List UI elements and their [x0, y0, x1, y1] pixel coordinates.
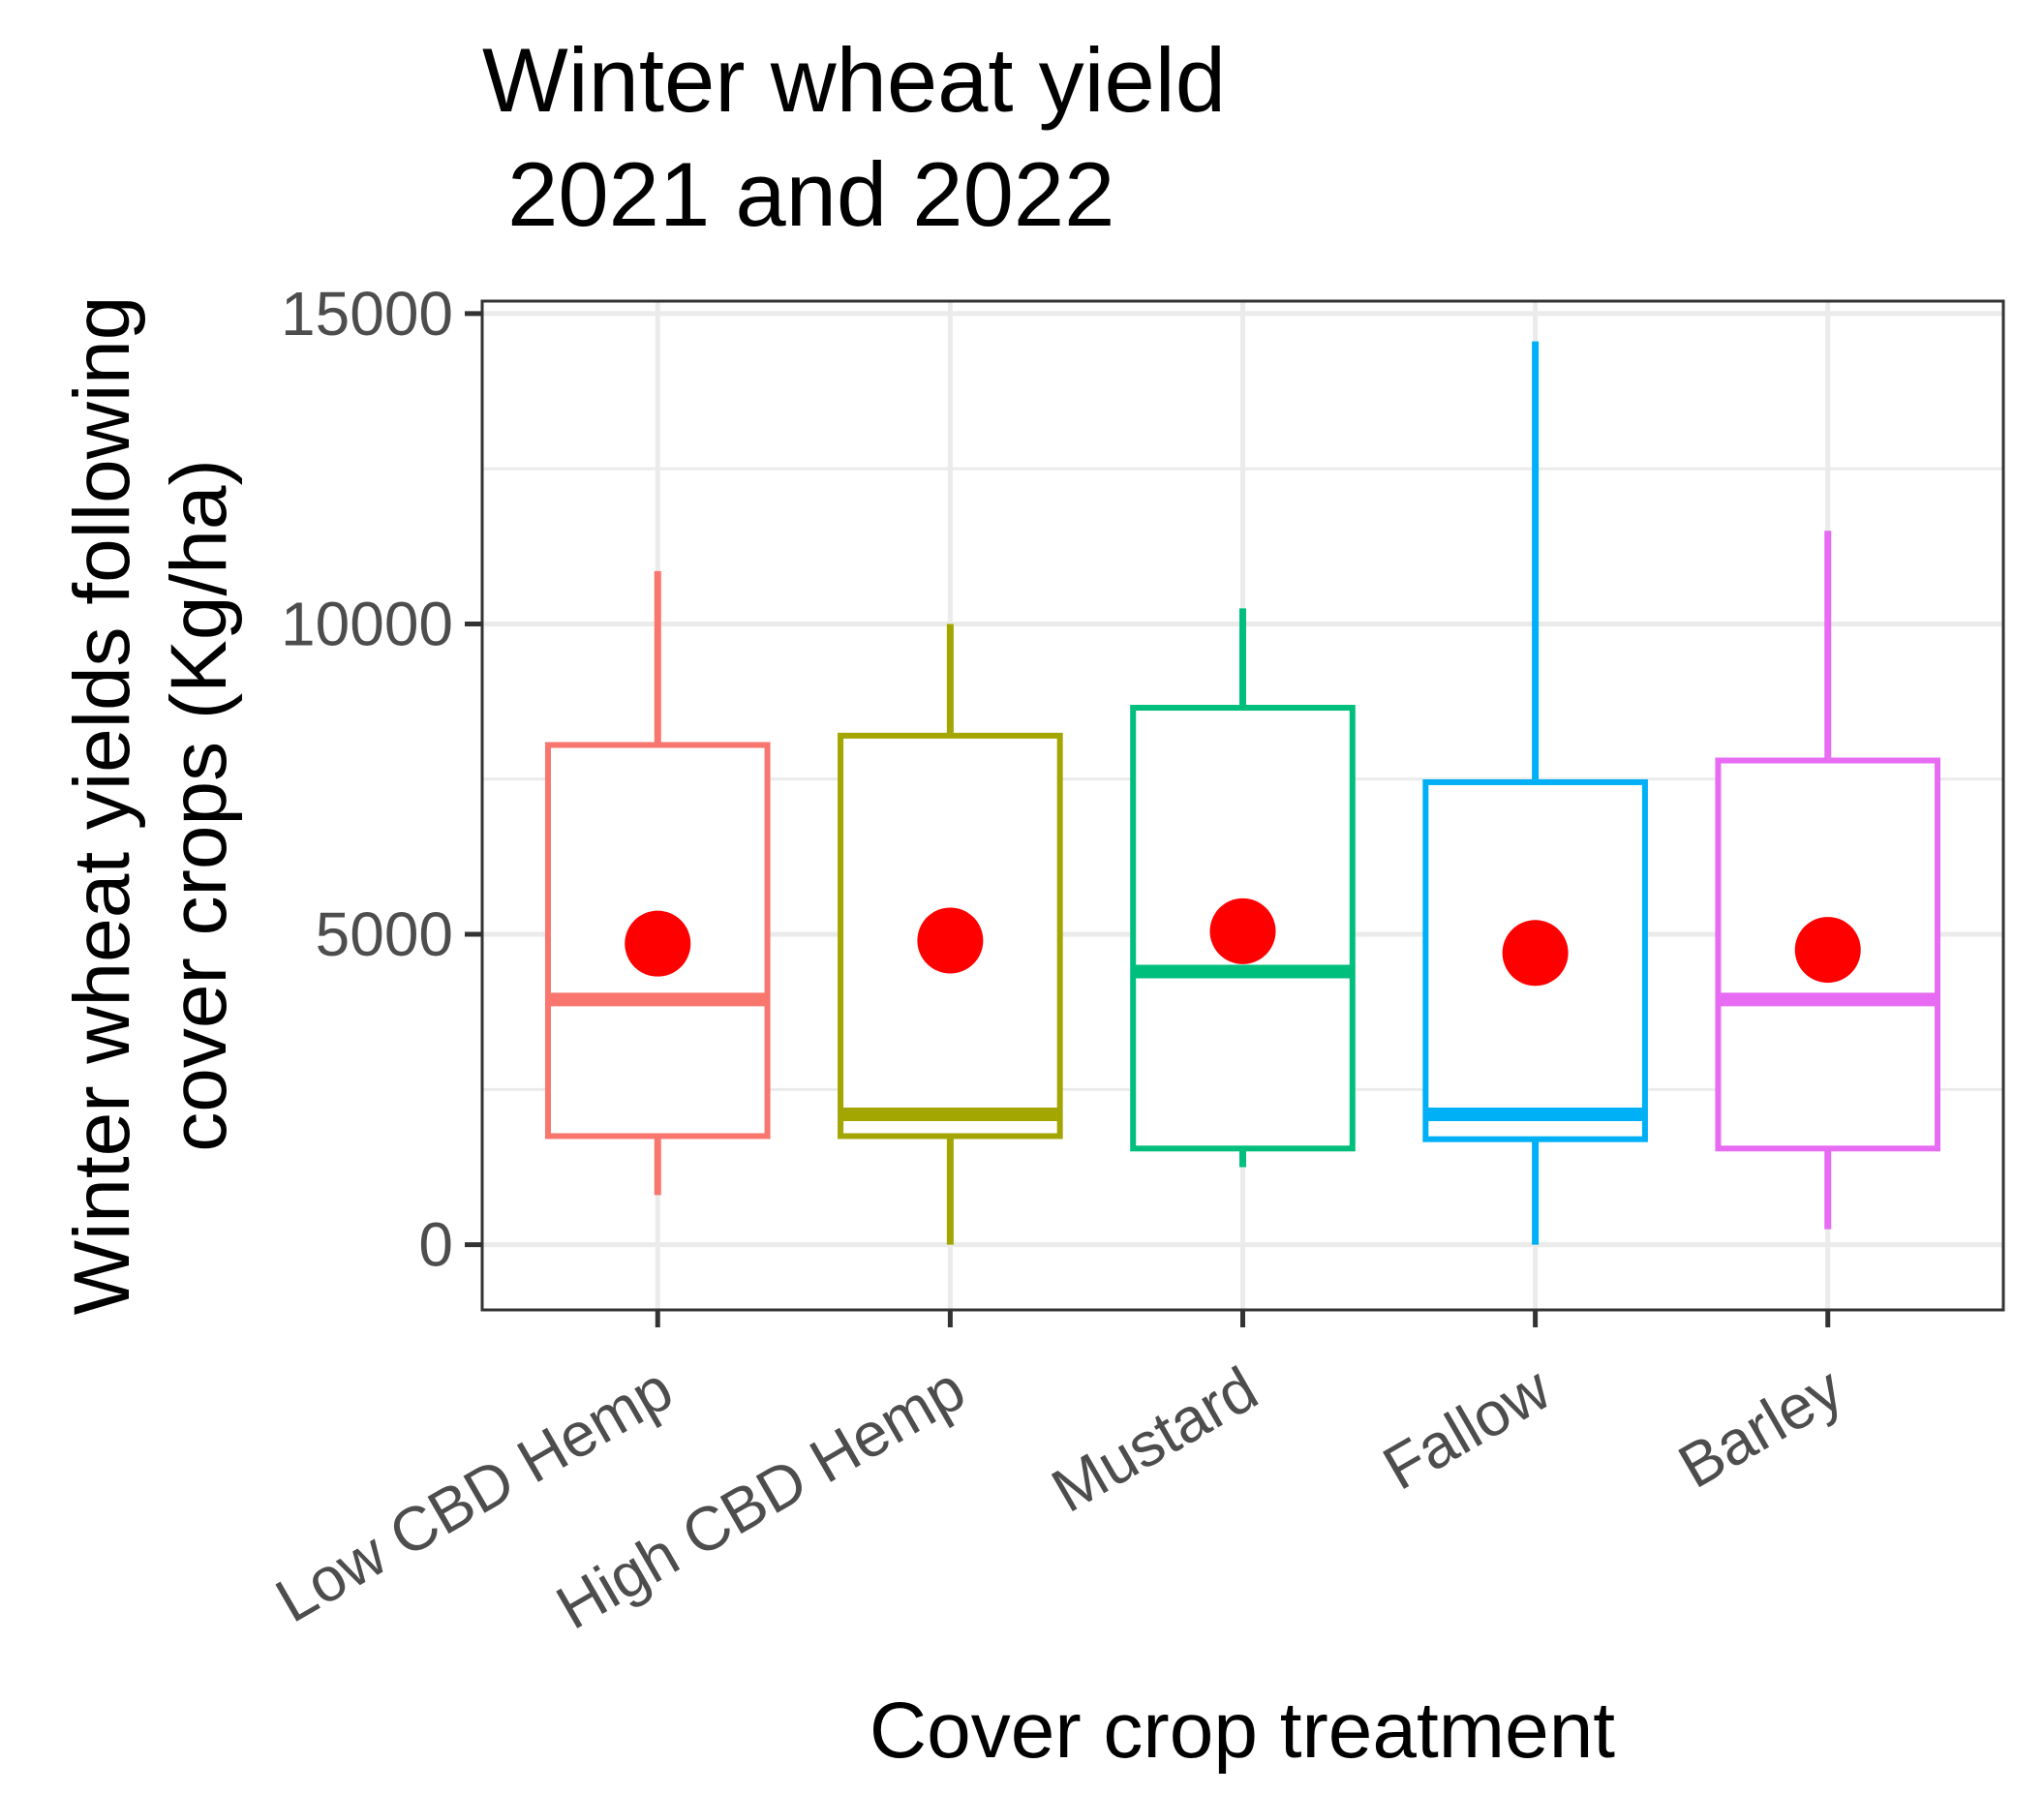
y-tick-label: 10000: [281, 589, 453, 658]
x-axis-title: Cover crop treatment: [869, 1687, 1615, 1775]
mean-point: [625, 910, 691, 977]
mean-point: [1209, 897, 1276, 964]
box-series: [1715, 531, 1941, 1230]
y-axis-title-line-2: cover crops (Kg/ha): [155, 459, 243, 1152]
y-tick-label: 0: [418, 1210, 453, 1280]
mean-point: [1502, 920, 1569, 987]
box-series: [1130, 608, 1356, 1168]
box-series: [838, 623, 1063, 1245]
y-tick-label: 5000: [316, 899, 453, 969]
y-axis-title-line-1: Winter wheat yields following: [58, 296, 146, 1316]
y-axis-title: Winter wheat yields following cover crop…: [58, 296, 243, 1316]
mean-point: [1794, 917, 1861, 984]
mean-point: [917, 907, 984, 974]
box-series: [1422, 341, 1648, 1245]
chart-title-line-2: 2021 and 2022: [482, 143, 1114, 245]
y-tick-label: 15000: [281, 279, 453, 349]
box-series: [544, 570, 771, 1196]
y-axis: 0 5000 10000 15000: [281, 279, 482, 1280]
chart-title-line-1: Winter wheat yield: [482, 29, 1226, 131]
box-series-group: [544, 341, 1941, 1245]
